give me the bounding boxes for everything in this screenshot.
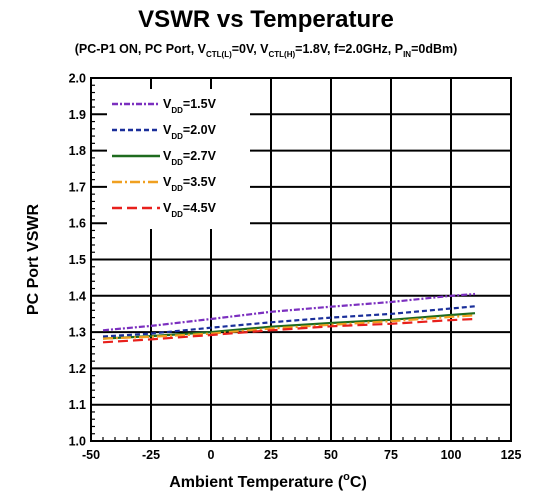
series-line-1 [102,292,476,332]
series-line-3 [102,312,476,340]
chart-subtitle: (PC-P1 ON, PC Port, VCTL(L)=0V, VCTL(H)=… [75,42,458,59]
subtitle-part: =0V, V [232,42,269,56]
subtitle-part: =1.8V, f=2.0GHz, P [295,42,403,56]
x-tick-label: -25 [142,448,160,462]
x-tick-label: 0 [208,448,215,462]
subtitle-part: =0dBm) [411,42,457,56]
y-tick-label: 1.4 [69,289,86,303]
y-tick-label: 1.0 [69,435,86,449]
y-tick-label: 1.7 [69,180,86,194]
legend-label-4: VDD=3.5V [163,175,217,193]
legend-label-5: VDD=4.5V [163,201,217,219]
series-lines [102,292,476,344]
x-tick-label: 25 [264,448,278,462]
y-axis-label: PC Port VSWR [25,204,42,316]
subtitle-subscript: IN [403,50,411,59]
y-tick-label: 1.1 [69,398,86,412]
x-tick-label: 75 [384,448,398,462]
plot-area [90,77,512,442]
x-tick-label: 100 [441,448,462,462]
x-axis-label: Ambient Temperature (oC) [169,471,367,491]
legend-label-1: VDD=1.5V [163,97,217,115]
x-tick-label: -50 [82,448,100,462]
y-tick-label: 1.3 [69,326,86,340]
y-tick-label: 1.6 [69,217,86,231]
subtitle-subscript: CTL(H) [268,50,295,59]
y-tick-label: 1.2 [69,362,86,376]
axis-ticks: -50 -25 0 25 50 75 100 125 1.0 1.1 1.2 1.3 1.4 1.5 1.6… [69,72,522,463]
legend-label-2: VDD=2.0V [163,123,217,141]
chart-title: VSWR vs Temperature [138,6,394,33]
subtitle-part: (PC-P1 ON, PC Port, V [75,42,207,56]
series-line-4 [102,314,476,340]
y-tick-label: 1.8 [69,144,86,158]
x-tick-label: 125 [501,448,522,462]
y-tick-label: 1.5 [69,253,86,267]
x-tick-label: 50 [324,448,338,462]
legend-label-3: VDD=2.7V [163,149,217,167]
series-line-2 [102,305,476,338]
subtitle-subscript: CTL(L) [206,50,232,59]
legend-box [107,89,250,229]
series-line-5 [102,317,476,344]
legend: VDD=1.5V VDD=2.0V VDD=2.7V VDD=3.5V VDD=4.5V [107,89,250,229]
y-tick-label: 2.0 [69,72,86,86]
y-tick-label: 1.9 [69,108,86,122]
